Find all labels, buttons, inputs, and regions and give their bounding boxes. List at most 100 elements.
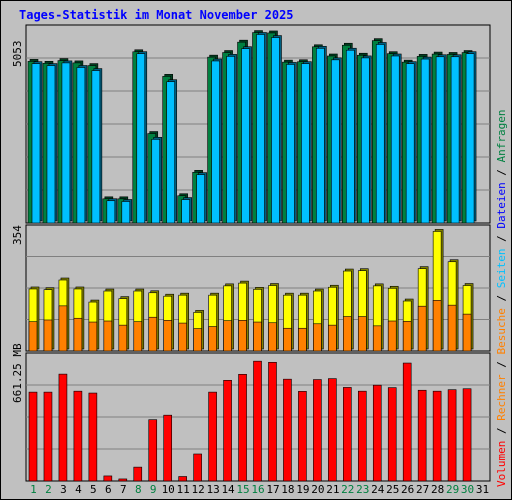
bar-files-day-5 [91, 70, 101, 224]
day-label-12: 12 [191, 483, 205, 496]
chart-title: Tages-Statistik im Monat November 2025 [19, 8, 294, 22]
day-label-25: 25 [386, 483, 400, 496]
day-label-1: 1 [30, 483, 37, 496]
legend-item-seiten: Seiten [495, 248, 508, 289]
bar-volume-day-2 [43, 391, 53, 482]
bar-visits-day-25 [387, 320, 397, 352]
bar-volume-day-24 [372, 384, 382, 482]
legend: Volumen / Rechner / Besuche / Seiten / D… [495, 109, 508, 487]
bar-files-day-14 [226, 56, 235, 224]
y-max-label-pages: 354 [11, 225, 24, 245]
bar-files-day-24 [375, 44, 385, 224]
bar-visits-day-15 [238, 320, 247, 352]
bar-visits-day-17 [268, 322, 277, 352]
bar-volume-day-7 [118, 478, 128, 482]
bar-volume-day-17 [268, 361, 277, 482]
bar-volume-day-15 [238, 373, 247, 482]
bar-volume-day-29 [447, 389, 457, 482]
bar-volume-day-19 [298, 391, 307, 482]
bar-volume-day-21 [328, 378, 337, 482]
bar-files-day-20 [316, 48, 325, 224]
bar-files-day-3 [61, 62, 71, 224]
day-label-24: 24 [371, 483, 385, 496]
bar-visits-day-10 [163, 320, 173, 352]
day-label-28: 28 [430, 483, 445, 496]
bar-files-day-8 [136, 53, 146, 224]
legend-item-anfragen: Anfragen [495, 109, 508, 163]
bar-visits-day-5 [88, 321, 98, 352]
bar-volume-day-14 [223, 379, 232, 482]
bar-visits-day-28 [432, 300, 442, 352]
bar-visits-day-6 [103, 320, 113, 352]
day-label-9: 9 [149, 483, 157, 496]
day-label-15: 15 [236, 483, 250, 496]
day-label-6: 6 [105, 483, 112, 496]
bar-volume-day-5 [88, 392, 98, 482]
day-label-23: 23 [356, 483, 370, 496]
day-label-8: 8 [134, 483, 142, 496]
y-max-label-requests: 5053 [11, 40, 24, 68]
bar-volume-day-8 [133, 466, 143, 482]
day-label-19: 19 [296, 483, 310, 496]
day-label-27: 27 [416, 483, 430, 496]
bar-volume-day-9 [148, 419, 158, 482]
bar-visits-day-4 [73, 317, 83, 352]
bar-volume-day-26 [402, 362, 412, 482]
bar-visits-day-19 [298, 327, 307, 352]
bar-volume-day-20 [313, 379, 322, 482]
day-label-22: 22 [341, 483, 355, 496]
legend-separator: / [495, 162, 508, 183]
bar-files-day-1 [31, 63, 41, 224]
bar-files-day-21 [331, 59, 340, 224]
bar-files-day-23 [360, 57, 370, 224]
bar-visits-day-24 [372, 325, 382, 352]
bar-files-day-30 [465, 53, 475, 224]
day-label-14: 14 [221, 483, 235, 496]
bar-files-day-9 [151, 139, 161, 224]
bar-files-day-15 [241, 48, 250, 224]
bar-visits-day-20 [313, 323, 322, 352]
legend-separator: / [495, 420, 508, 441]
legend-item-besuche: Besuche [495, 308, 508, 355]
bar-volume-day-22 [343, 387, 352, 482]
day-label-17: 17 [266, 483, 280, 496]
bar-volume-day-10 [163, 414, 173, 482]
day-label-10: 10 [161, 483, 175, 496]
day-label-3: 3 [60, 483, 67, 496]
bar-files-day-7 [121, 201, 131, 224]
bar-visits-day-29 [447, 304, 457, 352]
day-label-11: 11 [176, 483, 190, 496]
bar-volume-day-11 [178, 476, 187, 482]
legend-item-dateien: Dateien [495, 182, 508, 229]
bar-files-day-26 [405, 63, 415, 224]
bar-files-day-16 [256, 34, 265, 224]
day-label-2: 2 [45, 483, 52, 496]
bar-files-day-17 [271, 37, 280, 224]
legend-separator: / [495, 228, 508, 249]
bar-volume-day-3 [58, 373, 68, 482]
bar-volume-day-25 [387, 387, 397, 482]
bar-files-day-18 [286, 64, 295, 224]
day-label-5: 5 [90, 483, 97, 496]
day-label-4: 4 [75, 483, 82, 496]
bar-files-day-13 [211, 60, 220, 224]
bar-visits-day-1 [28, 321, 38, 352]
bar-volume-day-28 [432, 390, 442, 482]
bar-files-day-12 [196, 174, 205, 224]
y-max-label-volume: 661.25 MB [11, 343, 24, 403]
bar-files-day-10 [166, 81, 176, 224]
day-label-7: 7 [119, 483, 127, 496]
bar-visits-day-7 [118, 324, 128, 352]
bar-visits-day-9 [148, 316, 158, 352]
bar-volume-day-12 [193, 453, 202, 482]
bar-visits-day-11 [178, 322, 187, 352]
bar-files-day-11 [181, 199, 190, 224]
day-label-21: 21 [326, 483, 340, 496]
bar-visits-day-18 [283, 327, 292, 352]
bar-visits-day-27 [417, 305, 427, 352]
legend-separator: / [495, 288, 508, 309]
day-label-26: 26 [401, 483, 415, 496]
bar-visits-day-14 [223, 320, 232, 352]
day-label-29: 29 [445, 483, 460, 496]
